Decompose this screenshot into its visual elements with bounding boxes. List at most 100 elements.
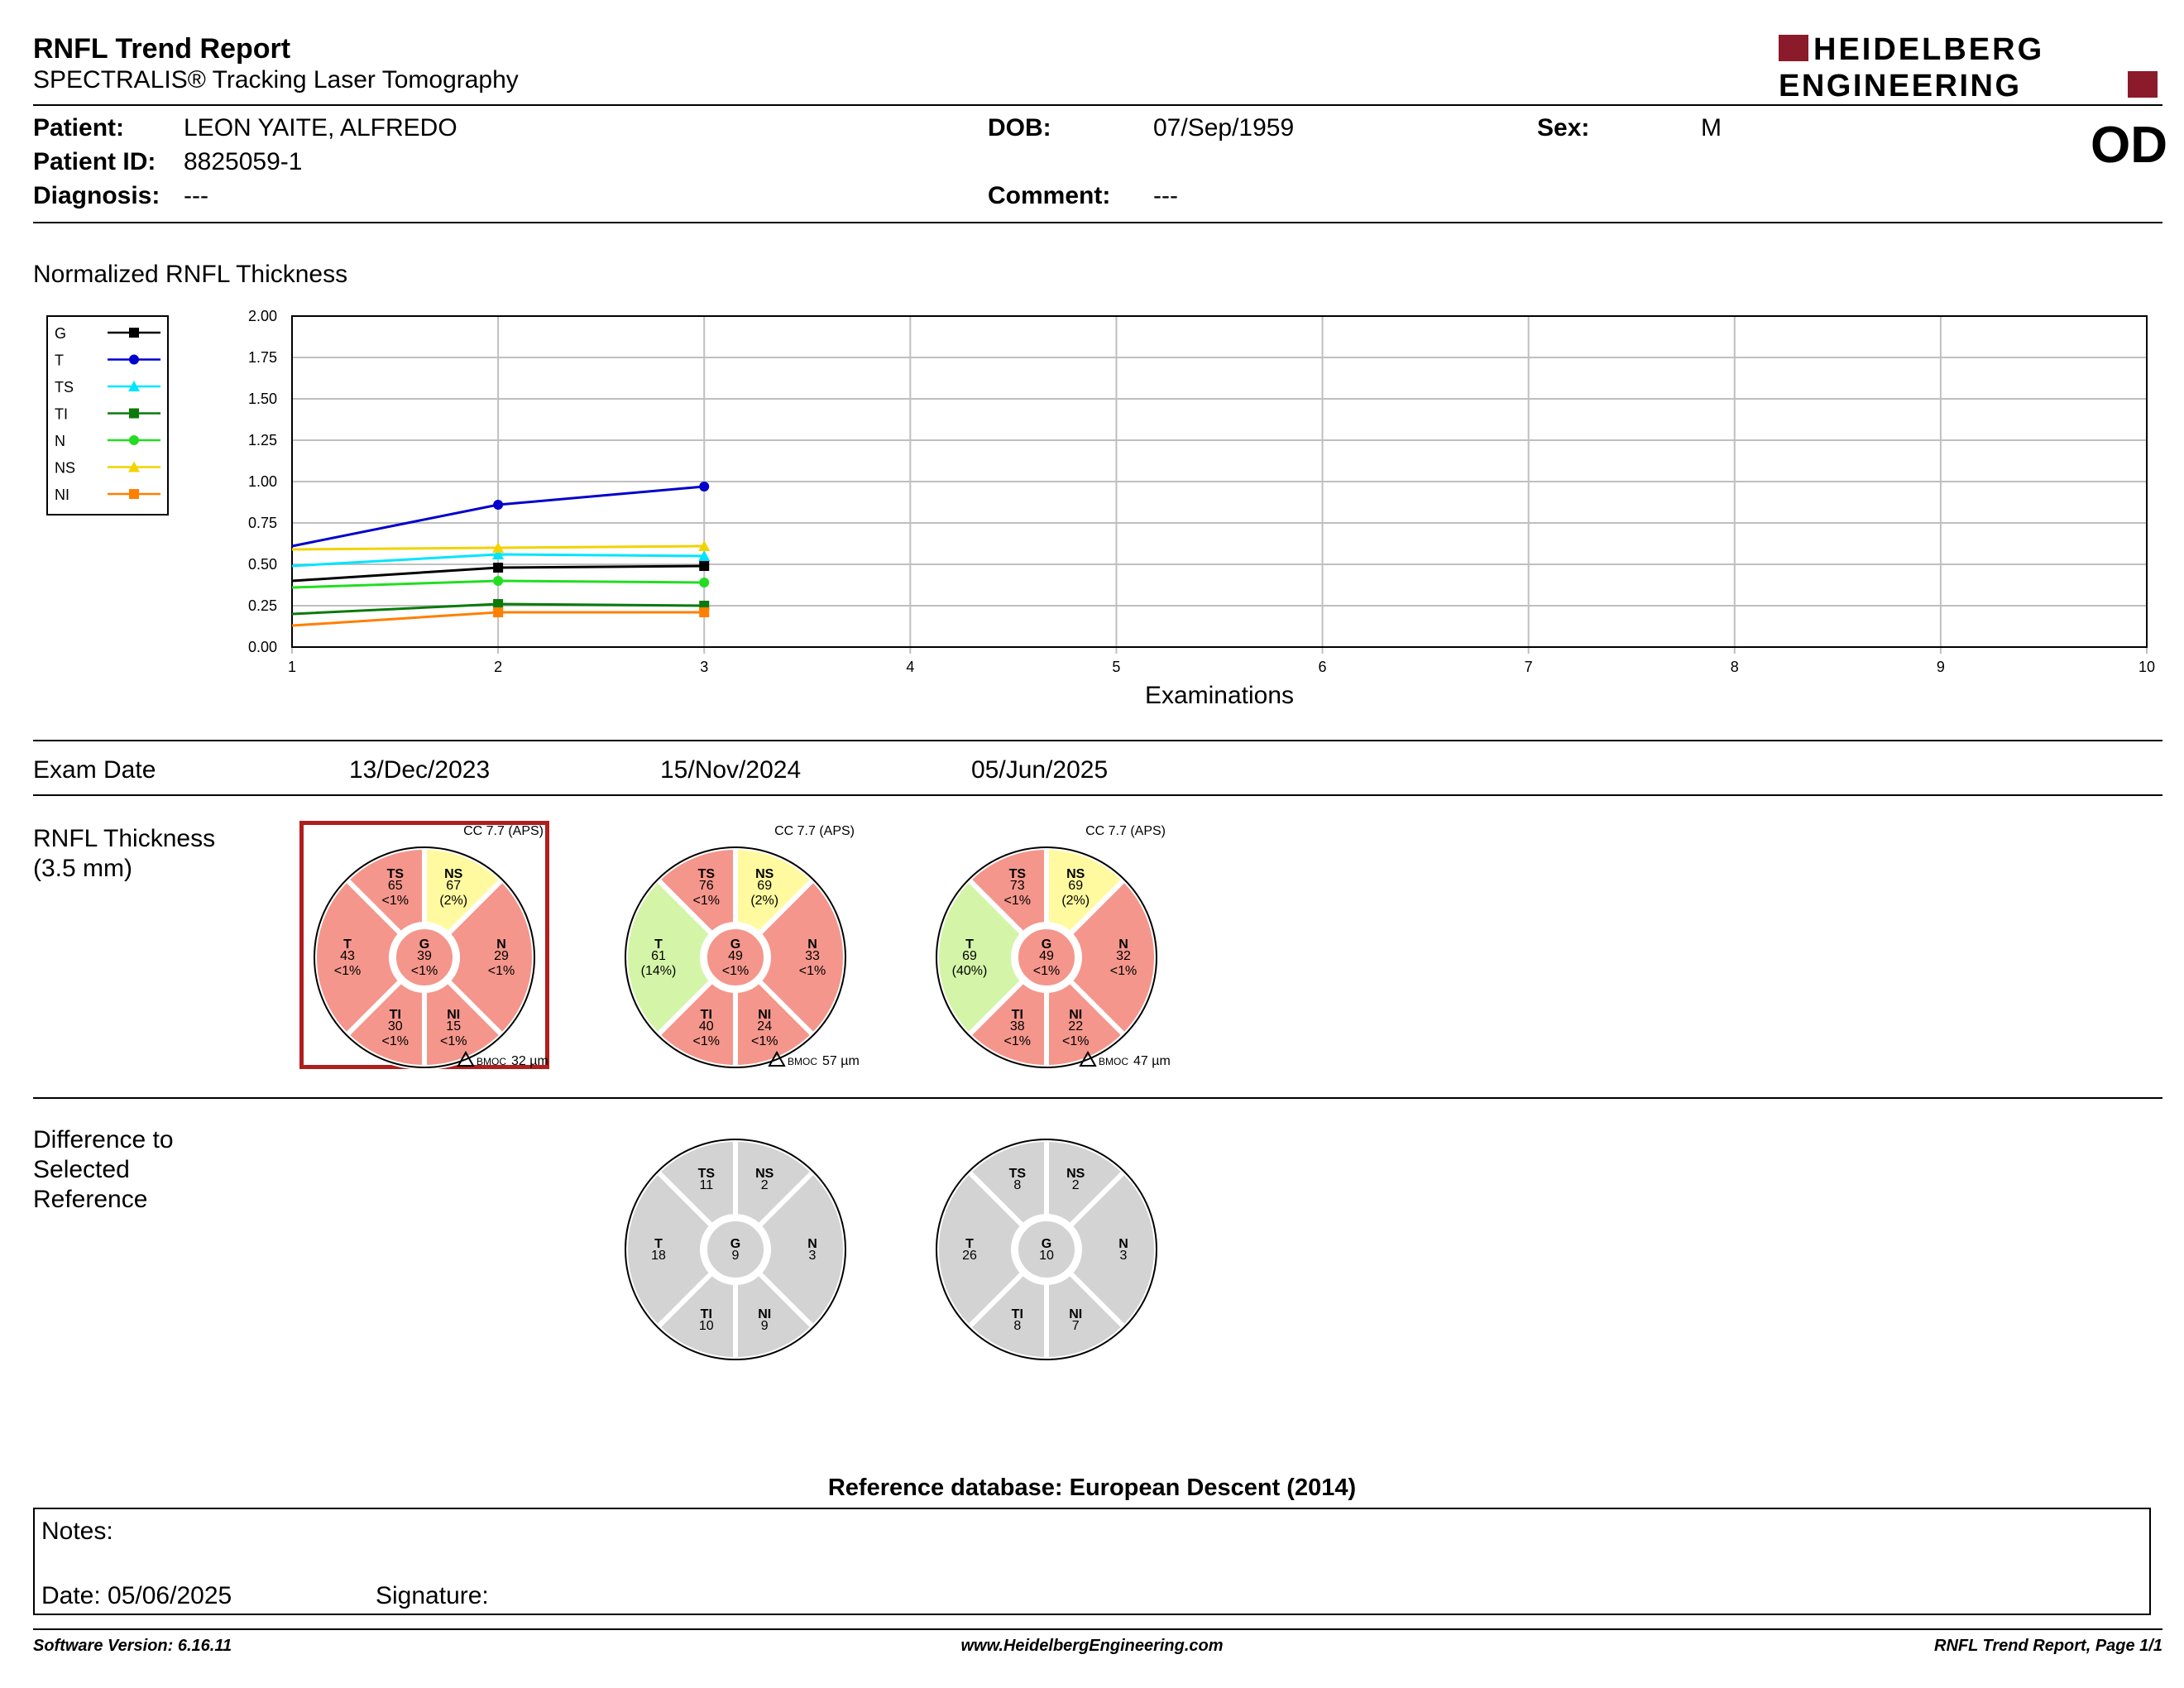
y-tick-label: 2.00 (248, 308, 277, 324)
sector-value: 10 (1039, 1249, 1054, 1263)
sector-label: TS (698, 1167, 716, 1181)
comment-value: --- (1153, 182, 1178, 209)
sector-value: <1% (1004, 894, 1031, 908)
sector-value: 2 (1072, 1178, 1080, 1192)
sector-label: TI (1012, 1307, 1023, 1321)
signature-label: Signature: (376, 1582, 489, 1609)
sector-value: 11 (699, 1178, 713, 1192)
legend-label: TS (55, 379, 74, 396)
map-outline (936, 846, 1157, 1068)
data-point (493, 576, 504, 586)
sector-value: <1% (693, 1034, 720, 1048)
plot-frame (291, 315, 2148, 648)
sector-g (1013, 1216, 1080, 1283)
thickness-map-3: N32<1%NS69(2%)TS73<1%T69(40%)TI38<1%NI22… (933, 844, 1160, 1071)
sector-label: TS (698, 867, 716, 881)
sector-label: NI (1069, 1307, 1082, 1321)
x-tick-label: 6 (1319, 659, 1327, 675)
legend-label: N (55, 433, 65, 449)
sector-value: (40%) (952, 964, 988, 978)
sector-label: TI (1012, 1008, 1023, 1022)
sector-label: N (1118, 1237, 1128, 1251)
legend-label: NS (55, 460, 75, 477)
sector-value: <1% (799, 964, 826, 978)
eye-laterality: OD (2091, 117, 2167, 174)
bmoc-value: 57 µm (822, 1054, 860, 1068)
bmoc-label: BMOC (477, 1056, 506, 1067)
sector-label: TS (1009, 867, 1027, 881)
sex-label: Sex: (1537, 114, 1590, 141)
legend-label: TI (55, 406, 68, 423)
series-t (291, 482, 710, 548)
report-title: RNFL Trend Report (33, 33, 291, 65)
legend-label: NI (55, 487, 69, 503)
sector-g (702, 1216, 769, 1283)
sector-value: 49 (1039, 949, 1054, 963)
sector-label: TI (701, 1307, 712, 1321)
patient-rule (33, 222, 2162, 223)
patient-id: 8825059-1 (184, 148, 303, 175)
legend-label: T (55, 352, 64, 369)
sector-value: 73 (1010, 879, 1025, 893)
sector-label: NS (1066, 1167, 1085, 1181)
sector-value: 2 (761, 1178, 769, 1192)
sector-value: <1% (722, 964, 749, 978)
chart-rule (33, 740, 2162, 741)
svg-text:ENGINEERING: ENGINEERING (1779, 69, 2022, 103)
data-point (699, 578, 710, 587)
website-link[interactable]: www.HeidelbergEngineering.com (960, 1637, 1224, 1655)
sector-value: 29 (494, 949, 509, 963)
sector-value: 18 (651, 1249, 666, 1263)
rnfl-thickness-label: RNFL Thickness (3.5 mm) (33, 825, 216, 882)
sector-value: <1% (440, 1034, 467, 1048)
x-tick-label: 5 (1112, 659, 1120, 675)
data-point (699, 607, 710, 617)
rnfl-trend-chart: 0.00 0.25 0.50 0.75 1.00 1.25 1.50 1.75 2.00 1 2 3 4… (46, 308, 2155, 709)
sector-label: T (654, 938, 663, 952)
sector-value: 69 (962, 949, 977, 963)
bmoc-delta-icon (768, 1050, 786, 1067)
patient-label: Patient: (33, 114, 125, 141)
sector-value: <1% (411, 964, 438, 978)
bmoc-value: 32 µm (511, 1054, 548, 1068)
data-point (492, 542, 505, 553)
legend-marker (129, 435, 139, 445)
sector-label: TS (387, 867, 405, 881)
legend-marker (129, 328, 139, 338)
sector-value: 10 (699, 1319, 714, 1333)
sector-value: <1% (1110, 964, 1137, 978)
sector-label: NI (758, 1307, 771, 1321)
series-ns (291, 540, 711, 553)
x-axis-label: Examinations (1145, 682, 1294, 709)
sector-label: G (1042, 1237, 1051, 1251)
sector-value: 61 (651, 949, 666, 963)
y-tick-label: 0.50 (248, 556, 277, 573)
trend-section-title: Normalized RNFL Thickness (33, 261, 348, 288)
sector-value: (2%) (750, 894, 778, 908)
series-n (291, 576, 710, 589)
sector-value: <1% (1033, 964, 1060, 978)
legend-marker (129, 408, 139, 419)
sector-label: T (965, 938, 974, 952)
map-outline (625, 846, 846, 1068)
sector-value: 67 (446, 879, 461, 893)
notes-box: Notes: Date: 05/06/2025 Signature: (33, 1508, 2151, 1615)
series-ni (291, 607, 710, 627)
sector-value: 8 (1013, 1319, 1021, 1333)
footer-rule (33, 1628, 2162, 1630)
x-tick-label: 8 (1731, 659, 1739, 675)
data-point (699, 482, 710, 492)
sex-value: M (1701, 114, 1722, 141)
legend-box (46, 315, 169, 516)
legend-marker (128, 381, 140, 391)
sector-value: <1% (751, 1034, 778, 1048)
sector-g (1013, 924, 1080, 990)
notes-date: Date: 05/06/2025 (41, 1582, 232, 1609)
sector-g (702, 924, 769, 990)
sector-value: <1% (1062, 1034, 1089, 1048)
sector-value: 8 (1013, 1178, 1021, 1192)
report-subtitle: SPECTRALIS® Tracking Laser Tomography (33, 66, 519, 94)
dob-value: 07/Sep/1959 (1153, 114, 1295, 141)
sector-label: NS (755, 1167, 774, 1181)
